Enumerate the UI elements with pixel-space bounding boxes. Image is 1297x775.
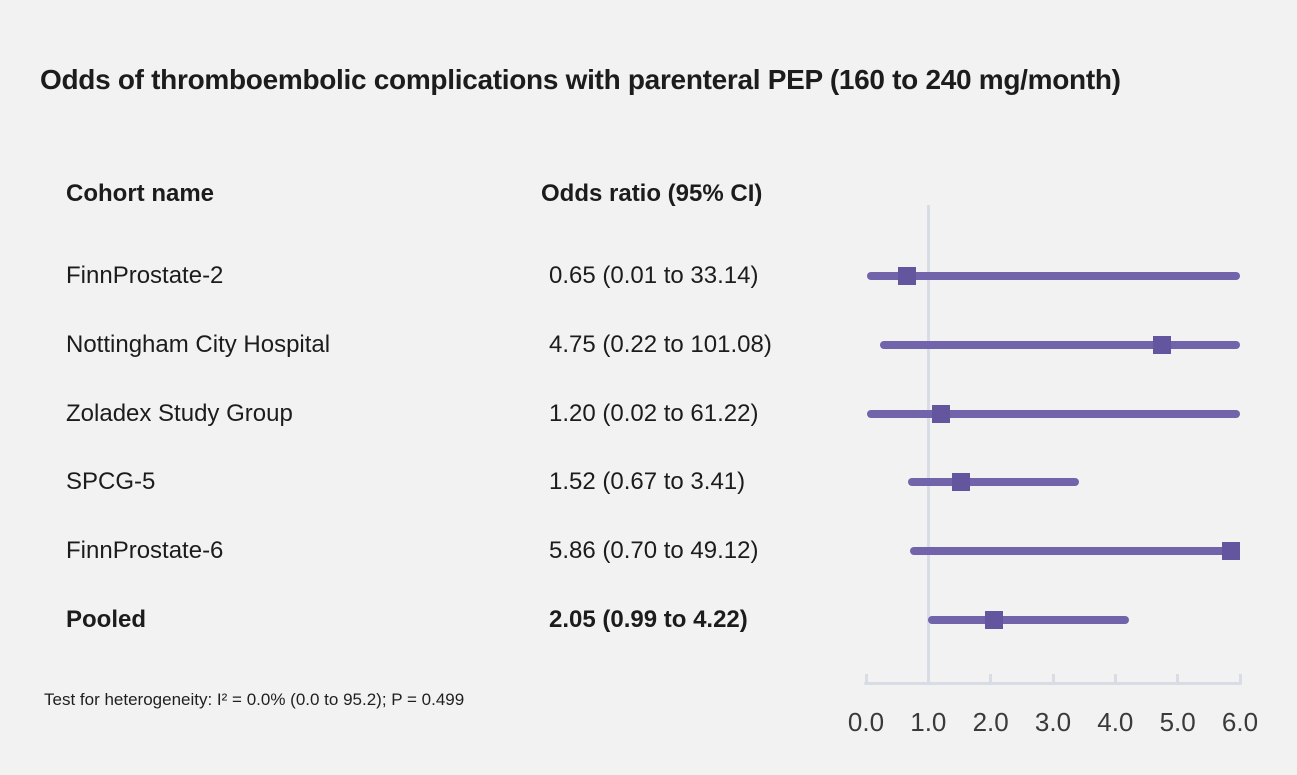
chart-title: Odds of thromboembolic complications wit… bbox=[40, 64, 1121, 95]
x-axis-tick bbox=[926, 674, 930, 683]
forest-row-odds-ratio: 4.75 (0.22 to 101.08) bbox=[549, 330, 772, 358]
forest-row-cohort: Pooled bbox=[66, 606, 147, 633]
column-header-odds-ratio: Odds ratio (95% CI) bbox=[541, 180, 763, 207]
forest-row-odds-ratio: 1.20 (0.02 to 61.22) bbox=[549, 399, 759, 427]
x-axis-tick-label: 5.0 bbox=[1159, 707, 1196, 737]
column-header-cohort: Cohort name bbox=[66, 180, 215, 207]
x-axis-tick-label: 4.0 bbox=[1097, 707, 1134, 737]
x-axis-tick bbox=[1051, 674, 1055, 683]
confidence-interval-line bbox=[867, 409, 1240, 418]
forest-row-odds-ratio: 2.05 (0.99 to 4.22) bbox=[549, 606, 748, 633]
x-axis-tick bbox=[1238, 674, 1242, 683]
odds-ratio-marker bbox=[1222, 542, 1241, 561]
odds-ratio-marker bbox=[1153, 335, 1172, 354]
forest-row-odds-ratio: 1.52 (0.67 to 3.41) bbox=[549, 468, 746, 496]
x-axis-tick-label: 0.0 bbox=[847, 707, 885, 737]
x-axis-tick-label: 2.0 bbox=[972, 707, 1009, 737]
confidence-interval-line bbox=[879, 340, 1240, 349]
confidence-interval-line bbox=[927, 616, 1130, 624]
odds-ratio-marker bbox=[931, 404, 950, 423]
reference-line-x1 bbox=[926, 205, 930, 683]
forest-row-cohort: Zoladex Study Group bbox=[66, 399, 293, 427]
x-axis-tick bbox=[1176, 674, 1180, 683]
forest-row-cohort: FinnProstate-6 bbox=[66, 537, 224, 565]
odds-ratio-marker bbox=[897, 267, 916, 285]
confidence-interval-line bbox=[866, 272, 1240, 280]
x-axis-tick bbox=[1113, 674, 1117, 683]
heterogeneity-note: Test for heterogeneity: I² = 0.0% (0.0 t… bbox=[44, 690, 465, 709]
forest-row-cohort: Nottingham City Hospital bbox=[66, 330, 331, 358]
x-axis-tick bbox=[989, 674, 993, 683]
x-axis-tick-label: 3.0 bbox=[1034, 707, 1072, 737]
x-axis-baseline bbox=[864, 682, 1242, 685]
x-axis-tick-label: 1.0 bbox=[910, 707, 947, 737]
confidence-interval-line bbox=[907, 478, 1079, 487]
odds-ratio-marker bbox=[984, 611, 1003, 629]
forest-row-cohort: FinnProstate-2 bbox=[66, 262, 224, 289]
x-axis-tick bbox=[864, 674, 868, 683]
odds-ratio-marker bbox=[951, 473, 970, 492]
confidence-interval-line bbox=[909, 547, 1240, 556]
forest-row-odds-ratio: 5.86 (0.70 to 49.12) bbox=[549, 537, 759, 565]
forest-row-odds-ratio: 0.65 (0.01 to 33.14) bbox=[549, 262, 759, 289]
forest-row-cohort: SPCG-5 bbox=[66, 468, 156, 496]
x-axis-tick-label: 6.0 bbox=[1221, 707, 1259, 737]
